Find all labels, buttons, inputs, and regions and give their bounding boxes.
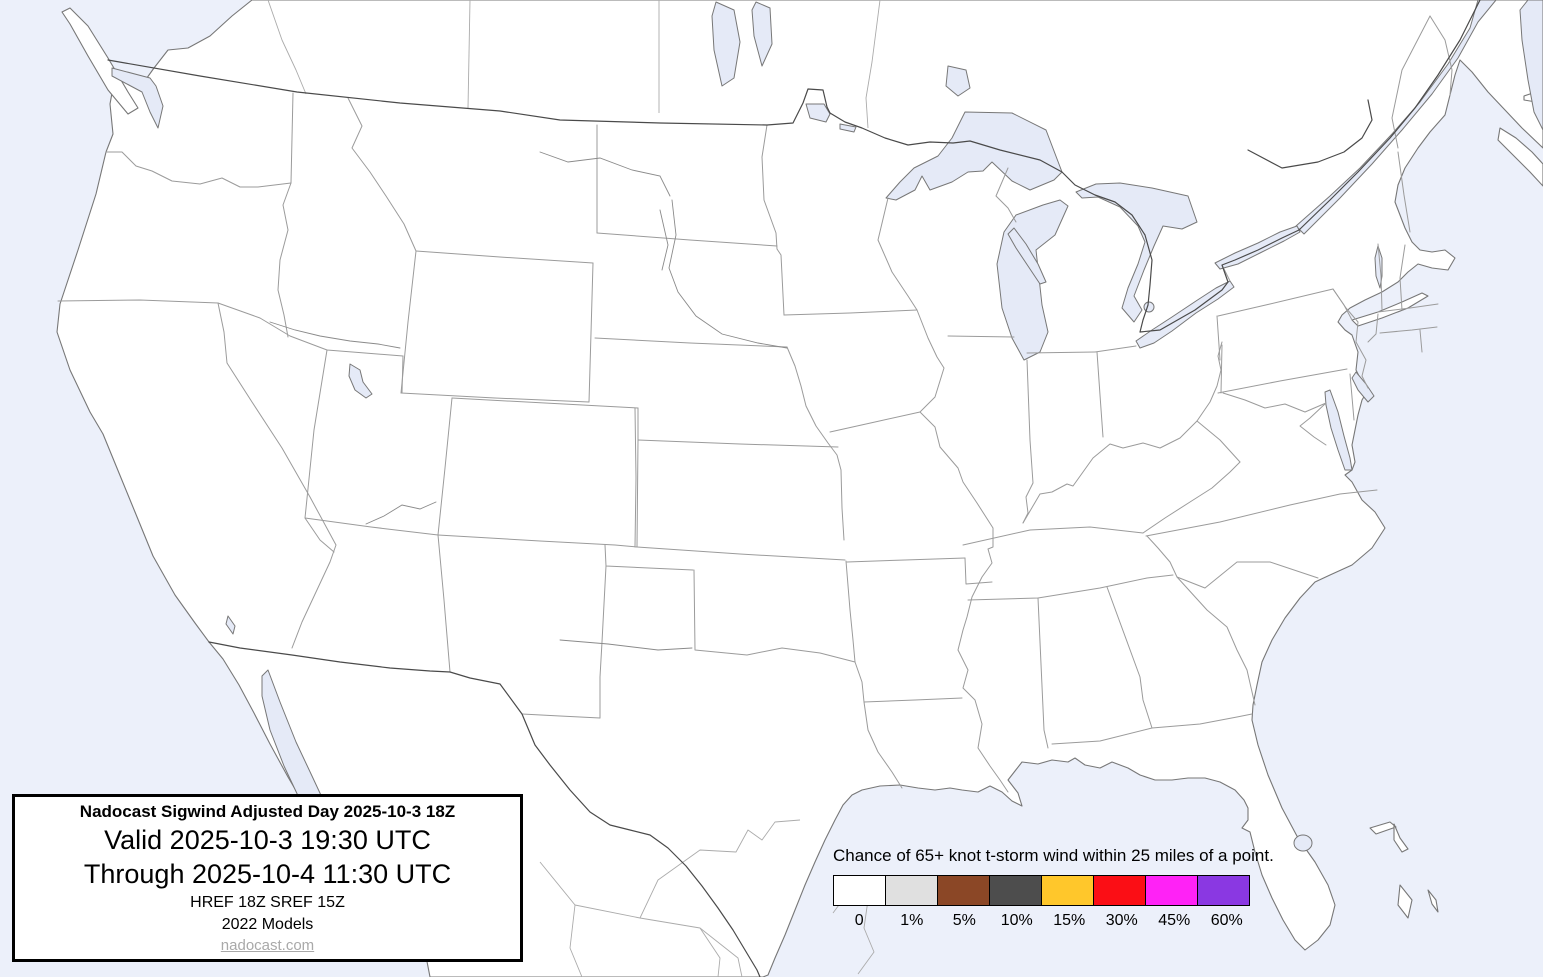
chesapeake-bay — [1324, 389, 1353, 471]
through-time: Through 2025-10-4 11:30 UTC — [83, 858, 452, 889]
ottawa-river — [1247, 99, 1373, 169]
model-year: 2022 Models — [221, 915, 314, 933]
legend-swatch — [990, 876, 1042, 905]
legend-swatch — [1042, 876, 1094, 905]
website-link[interactable]: nadocast.com — [220, 936, 315, 954]
lake-okeechobee — [1293, 834, 1313, 852]
vancouver-island — [61, 7, 139, 115]
legend-swatch — [1146, 876, 1198, 905]
legend-label: 0 — [854, 912, 864, 929]
legend-title: Chance of 65+ knot t-storm wind within 2… — [833, 846, 1274, 865]
legend-swatch — [834, 876, 886, 905]
province-borders — [267, 0, 881, 977]
lake-superior — [885, 111, 1063, 201]
legend-label: 30% — [1105, 912, 1138, 929]
forecast-info-box: Nadocast Sigwind Adjusted Day 2025-10-3 … — [12, 794, 523, 962]
legend-label: 60% — [1210, 912, 1243, 929]
legend-swatch — [938, 876, 990, 905]
legend-label-row: 0 1% 5% 10% 15% 30% 45% 60% — [833, 912, 1253, 930]
rivers — [269, 151, 788, 651]
legend-swatch — [1094, 876, 1146, 905]
country-borders — [107, 0, 1481, 977]
long-island — [1351, 292, 1429, 327]
valid-time: Valid 2025-10-3 19:30 UTC — [104, 824, 431, 855]
north-america-land — [56, 0, 1543, 977]
bahamas-islands — [1369, 821, 1397, 835]
state-borders — [57, 15, 1453, 793]
legend-label: 5% — [952, 912, 976, 929]
us-mexico-border — [208, 641, 761, 977]
legend-label: 15% — [1053, 912, 1086, 929]
legend-swatch — [886, 876, 938, 905]
legend-swatch-row — [833, 875, 1250, 906]
forecast-title: Nadocast Sigwind Adjusted Day 2025-10-3 … — [79, 801, 456, 821]
lake-huron — [1075, 182, 1198, 323]
us-canada-border — [107, 0, 1481, 333]
lake-erie — [1135, 280, 1235, 349]
puget-sound — [111, 67, 164, 129]
wind-probability-legend: Chance of 65+ knot t-storm wind within 2… — [833, 846, 1274, 930]
st-lawrence-river — [1295, 0, 1497, 235]
lake-ontario — [1214, 225, 1301, 270]
legend-label: 45% — [1158, 912, 1191, 929]
great-salt-lake — [348, 363, 373, 399]
model-info: HREF 18Z SREF 15Z — [190, 893, 345, 911]
legend-label: 1% — [900, 912, 924, 929]
legend-label: 10% — [1000, 912, 1033, 929]
legend-swatch — [1198, 876, 1249, 905]
nova-scotia — [1497, 127, 1543, 187]
